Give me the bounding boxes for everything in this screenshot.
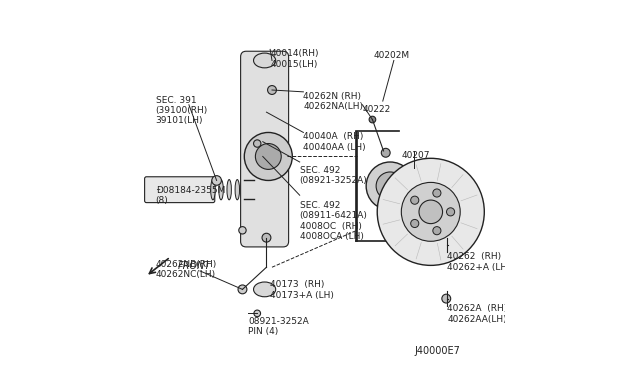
Text: J40000E7: J40000E7 <box>415 346 460 356</box>
Circle shape <box>442 294 451 303</box>
Circle shape <box>244 132 292 180</box>
Circle shape <box>433 189 441 197</box>
Ellipse shape <box>243 180 248 200</box>
Text: 40262A  (RH)
40262AA(LH): 40262A (RH) 40262AA(LH) <box>447 304 508 324</box>
Circle shape <box>381 148 390 157</box>
Circle shape <box>411 196 419 204</box>
Circle shape <box>377 158 484 265</box>
FancyBboxPatch shape <box>145 177 215 203</box>
Text: Ð08184-2355M
(8): Ð08184-2355M (8) <box>156 186 225 205</box>
Ellipse shape <box>253 282 276 297</box>
FancyBboxPatch shape <box>355 131 357 241</box>
Text: SEC. 492
(08921-3252A): SEC. 492 (08921-3252A) <box>300 166 367 185</box>
Text: 40014(RH)
40015(LH): 40014(RH) 40015(LH) <box>270 49 319 69</box>
Text: SEC. 391
(39100(RH)
39101(LH): SEC. 391 (39100(RH) 39101(LH) <box>156 96 208 125</box>
Ellipse shape <box>235 180 239 200</box>
Text: 40202M: 40202M <box>374 51 410 60</box>
Text: FRONT: FRONT <box>178 260 211 270</box>
Text: 40040A  (RH)
40040AA (LH): 40040A (RH) 40040AA (LH) <box>303 132 366 152</box>
Circle shape <box>401 182 460 241</box>
Text: 40262NB(RH)
40262NC(LH): 40262NB(RH) 40262NC(LH) <box>156 260 217 279</box>
Circle shape <box>253 140 261 147</box>
Ellipse shape <box>227 180 232 200</box>
FancyBboxPatch shape <box>355 240 399 241</box>
Circle shape <box>366 162 414 210</box>
Circle shape <box>369 116 376 123</box>
Ellipse shape <box>253 53 276 68</box>
Circle shape <box>419 200 442 224</box>
Text: 40222: 40222 <box>362 105 390 114</box>
Circle shape <box>255 144 281 169</box>
Circle shape <box>411 219 419 228</box>
Circle shape <box>238 285 247 294</box>
Text: 08921-3252A
PIN (4): 08921-3252A PIN (4) <box>248 317 308 336</box>
Text: 40207: 40207 <box>401 151 429 160</box>
Circle shape <box>254 310 260 317</box>
Circle shape <box>239 227 246 234</box>
FancyBboxPatch shape <box>241 51 289 247</box>
Circle shape <box>447 208 454 216</box>
FancyBboxPatch shape <box>355 130 399 131</box>
Text: 40262N (RH)
40262NA(LH): 40262N (RH) 40262NA(LH) <box>303 92 364 111</box>
Circle shape <box>212 176 221 185</box>
Text: 40262  (RH)
40262+A (LH): 40262 (RH) 40262+A (LH) <box>447 253 511 272</box>
Circle shape <box>376 172 404 200</box>
Ellipse shape <box>211 180 215 200</box>
Text: SEC. 492
(08911-6421A)
4008OC  (RH)
4008OCA (LH): SEC. 492 (08911-6421A) 4008OC (RH) 4008O… <box>300 201 367 241</box>
Circle shape <box>268 86 276 94</box>
Circle shape <box>433 227 441 235</box>
Text: 40173  (RH)
40173+A (LH): 40173 (RH) 40173+A (LH) <box>270 280 334 299</box>
Ellipse shape <box>219 180 223 200</box>
Circle shape <box>262 233 271 242</box>
